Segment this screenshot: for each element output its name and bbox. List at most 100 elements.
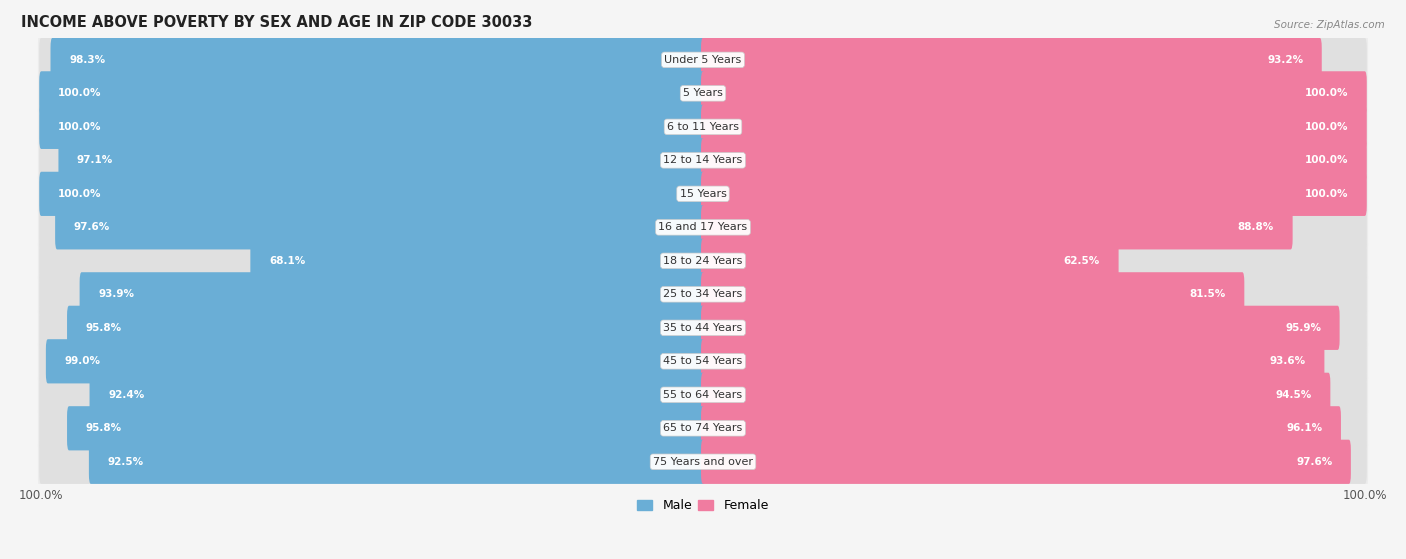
Text: 93.6%: 93.6% — [1270, 356, 1306, 366]
FancyBboxPatch shape — [702, 272, 1244, 316]
Text: 100.0%: 100.0% — [58, 189, 101, 199]
FancyBboxPatch shape — [250, 239, 704, 283]
FancyBboxPatch shape — [38, 297, 1368, 358]
FancyBboxPatch shape — [702, 440, 1367, 484]
Text: 95.8%: 95.8% — [86, 323, 122, 333]
Text: 100.0%: 100.0% — [58, 88, 101, 98]
Text: 95.8%: 95.8% — [86, 423, 122, 433]
Text: INCOME ABOVE POVERTY BY SEX AND AGE IN ZIP CODE 30033: INCOME ABOVE POVERTY BY SEX AND AGE IN Z… — [21, 15, 533, 30]
Text: 97.6%: 97.6% — [1296, 457, 1333, 467]
FancyBboxPatch shape — [39, 105, 704, 149]
Text: 12 to 14 Years: 12 to 14 Years — [664, 155, 742, 165]
FancyBboxPatch shape — [67, 406, 704, 451]
Text: 16 and 17 Years: 16 and 17 Years — [658, 222, 748, 233]
FancyBboxPatch shape — [702, 373, 1330, 417]
FancyBboxPatch shape — [38, 197, 1368, 258]
Legend: Male, Female: Male, Female — [633, 494, 773, 518]
FancyBboxPatch shape — [702, 71, 1367, 116]
FancyBboxPatch shape — [38, 230, 1368, 291]
Text: 68.1%: 68.1% — [269, 256, 305, 266]
FancyBboxPatch shape — [702, 406, 1367, 451]
Text: 15 Years: 15 Years — [679, 189, 727, 199]
FancyBboxPatch shape — [702, 306, 1340, 350]
FancyBboxPatch shape — [38, 163, 1368, 224]
Text: 100.0%: 100.0% — [1305, 189, 1348, 199]
FancyBboxPatch shape — [702, 239, 1367, 283]
Text: 6 to 11 Years: 6 to 11 Years — [666, 122, 740, 132]
Text: 25 to 34 Years: 25 to 34 Years — [664, 290, 742, 299]
FancyBboxPatch shape — [39, 138, 704, 182]
FancyBboxPatch shape — [39, 406, 704, 451]
FancyBboxPatch shape — [39, 306, 704, 350]
FancyBboxPatch shape — [38, 364, 1368, 425]
Text: 93.9%: 93.9% — [98, 290, 134, 299]
FancyBboxPatch shape — [39, 172, 704, 216]
Text: 35 to 44 Years: 35 to 44 Years — [664, 323, 742, 333]
Text: 18 to 24 Years: 18 to 24 Years — [664, 256, 742, 266]
Text: 5 Years: 5 Years — [683, 88, 723, 98]
Text: 100.0%: 100.0% — [58, 122, 101, 132]
Text: 88.8%: 88.8% — [1237, 222, 1274, 233]
FancyBboxPatch shape — [38, 264, 1368, 325]
FancyBboxPatch shape — [702, 71, 1367, 116]
FancyBboxPatch shape — [702, 306, 1367, 350]
Text: 93.2%: 93.2% — [1267, 55, 1303, 65]
Text: Under 5 Years: Under 5 Years — [665, 55, 741, 65]
Text: Source: ZipAtlas.com: Source: ZipAtlas.com — [1274, 20, 1385, 30]
Text: 97.6%: 97.6% — [73, 222, 110, 233]
Text: 97.1%: 97.1% — [77, 155, 114, 165]
FancyBboxPatch shape — [702, 373, 1367, 417]
FancyBboxPatch shape — [46, 339, 704, 383]
Text: 55 to 64 Years: 55 to 64 Years — [664, 390, 742, 400]
FancyBboxPatch shape — [702, 239, 1119, 283]
Text: 100.0%: 100.0% — [1305, 155, 1348, 165]
FancyBboxPatch shape — [38, 130, 1368, 191]
FancyBboxPatch shape — [702, 172, 1367, 216]
FancyBboxPatch shape — [702, 105, 1367, 149]
FancyBboxPatch shape — [39, 71, 704, 116]
Text: 81.5%: 81.5% — [1189, 290, 1226, 299]
FancyBboxPatch shape — [89, 440, 704, 484]
FancyBboxPatch shape — [702, 205, 1292, 249]
FancyBboxPatch shape — [702, 38, 1367, 82]
FancyBboxPatch shape — [38, 63, 1368, 124]
FancyBboxPatch shape — [80, 272, 704, 316]
Text: 94.5%: 94.5% — [1275, 390, 1312, 400]
Text: 92.4%: 92.4% — [108, 390, 145, 400]
FancyBboxPatch shape — [59, 138, 704, 182]
FancyBboxPatch shape — [39, 339, 704, 383]
FancyBboxPatch shape — [38, 432, 1368, 492]
FancyBboxPatch shape — [38, 331, 1368, 392]
Text: 100.0%: 100.0% — [1305, 88, 1348, 98]
FancyBboxPatch shape — [39, 205, 704, 249]
FancyBboxPatch shape — [702, 38, 1322, 82]
Text: 100.0%: 100.0% — [1305, 122, 1348, 132]
FancyBboxPatch shape — [39, 272, 704, 316]
FancyBboxPatch shape — [702, 339, 1324, 383]
FancyBboxPatch shape — [39, 373, 704, 417]
Text: 96.1%: 96.1% — [1286, 423, 1323, 433]
FancyBboxPatch shape — [702, 440, 1351, 484]
FancyBboxPatch shape — [38, 398, 1368, 459]
Text: 98.3%: 98.3% — [69, 55, 105, 65]
FancyBboxPatch shape — [702, 172, 1367, 216]
Text: 95.9%: 95.9% — [1285, 323, 1322, 333]
Text: 75 Years and over: 75 Years and over — [652, 457, 754, 467]
FancyBboxPatch shape — [702, 138, 1367, 182]
FancyBboxPatch shape — [51, 38, 704, 82]
Text: 65 to 74 Years: 65 to 74 Years — [664, 423, 742, 433]
Text: 92.5%: 92.5% — [107, 457, 143, 467]
FancyBboxPatch shape — [55, 205, 704, 249]
FancyBboxPatch shape — [702, 205, 1367, 249]
FancyBboxPatch shape — [39, 105, 704, 149]
FancyBboxPatch shape — [39, 71, 704, 116]
Text: 45 to 54 Years: 45 to 54 Years — [664, 356, 742, 366]
FancyBboxPatch shape — [702, 105, 1367, 149]
FancyBboxPatch shape — [38, 96, 1368, 157]
FancyBboxPatch shape — [39, 440, 704, 484]
Text: 99.0%: 99.0% — [65, 356, 100, 366]
Text: 62.5%: 62.5% — [1064, 256, 1099, 266]
FancyBboxPatch shape — [702, 272, 1367, 316]
FancyBboxPatch shape — [39, 172, 704, 216]
FancyBboxPatch shape — [90, 373, 704, 417]
